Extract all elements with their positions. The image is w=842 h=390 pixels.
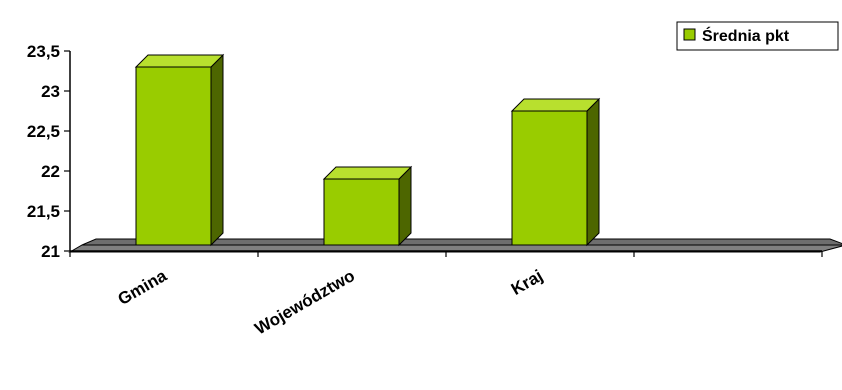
y-tick-label: 23,5 — [27, 42, 60, 61]
y-tick-label: 23 — [41, 82, 60, 101]
x-tick-label: Kraj — [508, 266, 546, 299]
bar — [511, 110, 588, 246]
bar-side — [398, 165, 412, 247]
bar — [323, 178, 400, 246]
chart-floor-back — [81, 238, 842, 246]
y-tick-label: 21 — [41, 242, 60, 261]
bar-top — [510, 98, 601, 112]
bar-side — [210, 53, 224, 247]
bar — [135, 66, 212, 246]
bar-side — [586, 97, 600, 247]
legend-swatch — [683, 28, 696, 41]
y-tick-label: 21,5 — [27, 202, 60, 221]
x-tick-label: Gmina — [115, 266, 171, 309]
x-tick-label: Województwo — [251, 266, 358, 338]
y-tick-label: 22 — [41, 162, 60, 181]
legend-box — [676, 21, 839, 51]
bar-top — [134, 54, 225, 68]
y-tick-label: 22,5 — [27, 122, 60, 141]
bar-top — [322, 166, 413, 180]
legend-label: Średnia pkt — [702, 26, 790, 45]
legend: Średnia pkt — [676, 21, 839, 51]
